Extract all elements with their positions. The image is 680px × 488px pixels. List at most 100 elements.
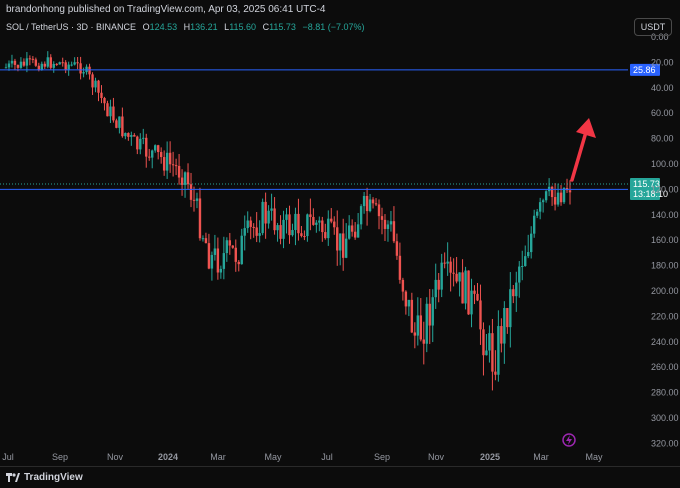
price-tick-label: 200.00 bbox=[651, 286, 679, 296]
publisher-bar: brandonhong published on TradingView.com… bbox=[0, 0, 680, 18]
candle-body bbox=[264, 201, 267, 224]
candle-body bbox=[550, 186, 554, 198]
candle-body bbox=[61, 62, 64, 64]
candle-body bbox=[395, 241, 399, 256]
candle-body bbox=[186, 172, 190, 185]
candle-body bbox=[64, 62, 67, 71]
price-tick-label: 320.00 bbox=[651, 438, 679, 448]
candle-body bbox=[213, 248, 217, 255]
candle-body bbox=[142, 137, 145, 139]
candle-body bbox=[88, 66, 91, 75]
candle-body bbox=[303, 236, 306, 238]
candle-body bbox=[288, 214, 291, 236]
candle-body bbox=[282, 219, 285, 239]
tradingview-logo[interactable]: TradingView bbox=[6, 472, 83, 483]
candle-body bbox=[532, 215, 536, 234]
candle-body bbox=[350, 225, 354, 232]
candles bbox=[4, 51, 572, 391]
candle-body bbox=[79, 63, 82, 74]
candle-body bbox=[43, 63, 46, 67]
lightning-icon bbox=[562, 433, 576, 447]
candle-body bbox=[473, 290, 476, 294]
candle-body bbox=[228, 240, 232, 246]
candle-body bbox=[342, 233, 345, 258]
footer-bar: TradingView bbox=[0, 466, 680, 488]
candle-body bbox=[82, 72, 85, 74]
candle-body bbox=[270, 208, 273, 211]
candle-body bbox=[527, 252, 530, 257]
candle-body bbox=[500, 326, 503, 344]
candle-body bbox=[7, 63, 11, 68]
time-tick-label: Jul bbox=[321, 452, 333, 462]
candle-body bbox=[156, 145, 160, 153]
candle-body bbox=[112, 106, 115, 121]
candle-body bbox=[336, 227, 339, 251]
close-key: C bbox=[262, 22, 270, 32]
candle-body bbox=[482, 329, 485, 356]
low-key: L bbox=[224, 22, 230, 32]
candle-body bbox=[324, 232, 327, 239]
candle-body bbox=[318, 220, 321, 223]
candle-body bbox=[273, 208, 276, 231]
candle-body bbox=[136, 136, 139, 150]
time-axis: Jul Sep Nov 2024 Mar May Jul Sep Nov 2025 Mar May bbox=[2, 452, 603, 462]
candle-body bbox=[524, 256, 527, 267]
candle-body bbox=[344, 238, 348, 258]
price-tick-label: 280.00 bbox=[651, 388, 679, 398]
candle-body bbox=[55, 63, 58, 65]
currency-button[interactable]: USDT bbox=[634, 18, 672, 36]
candle-body bbox=[49, 57, 52, 68]
candle-body bbox=[506, 308, 509, 328]
candle-body bbox=[121, 116, 124, 137]
candle-body bbox=[446, 261, 449, 264]
candle-body bbox=[485, 350, 488, 356]
candle-body bbox=[535, 211, 539, 216]
candle-body bbox=[225, 240, 229, 254]
candle-body bbox=[443, 262, 446, 264]
candle-body bbox=[73, 62, 76, 65]
candle-body bbox=[34, 59, 38, 66]
publisher-text: brandonhong published on TradingView.com… bbox=[6, 4, 326, 15]
candle-body bbox=[115, 120, 118, 128]
annotations bbox=[562, 118, 596, 447]
candle-body bbox=[562, 187, 566, 203]
candle-body bbox=[392, 221, 396, 242]
price-tick-label: 60.00 bbox=[651, 108, 674, 118]
candle-body bbox=[330, 218, 333, 222]
candle-body bbox=[362, 195, 366, 207]
candle-body bbox=[461, 272, 464, 304]
candle-body bbox=[497, 326, 500, 375]
candle-body bbox=[479, 300, 482, 330]
candle-body bbox=[359, 206, 363, 225]
candle-body bbox=[467, 270, 470, 315]
change-value: −8.81 (−7.07%) bbox=[302, 22, 365, 32]
candle-body bbox=[515, 282, 518, 297]
candle-body bbox=[231, 245, 234, 248]
price-tick-label: 80.00 bbox=[651, 134, 674, 144]
candle-body bbox=[458, 272, 461, 282]
candle-body bbox=[544, 191, 548, 201]
candle-body bbox=[386, 224, 390, 229]
time-tick-label: 2025 bbox=[480, 452, 500, 462]
time-tick-label: Mar bbox=[533, 452, 549, 462]
symbol-label[interactable]: SOL / TetherUS · 3D · BINANCE bbox=[6, 22, 137, 32]
price-tick-label: 100.00 bbox=[651, 159, 679, 169]
price-label-bg bbox=[630, 63, 660, 76]
candle-body bbox=[258, 233, 261, 236]
candle-body bbox=[416, 315, 420, 336]
candle-body bbox=[553, 197, 557, 205]
candle-body bbox=[339, 233, 342, 251]
candle-body bbox=[174, 165, 178, 167]
candle-body bbox=[419, 315, 422, 340]
candle-body bbox=[195, 198, 199, 201]
candle-body bbox=[559, 192, 563, 203]
tradingview-logo-icon bbox=[6, 472, 20, 482]
candle-body bbox=[13, 60, 17, 65]
candle-body bbox=[168, 152, 172, 165]
candle-body bbox=[261, 201, 264, 234]
price-tick-label: 0.00 bbox=[651, 32, 669, 42]
candle-body bbox=[94, 80, 97, 88]
candle-body bbox=[118, 116, 121, 128]
candle-body bbox=[255, 227, 258, 236]
